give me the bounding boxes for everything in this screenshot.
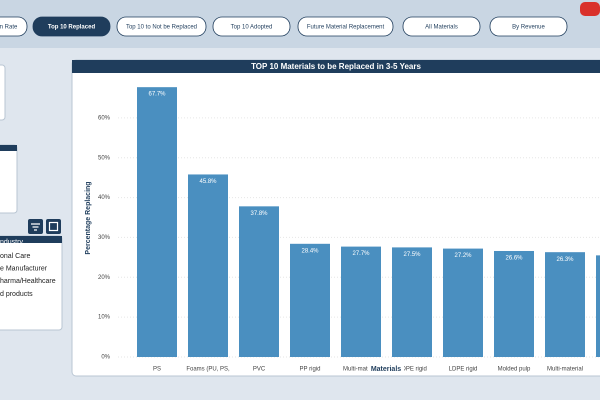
tab-label[interactable]: Top 10 to Not be Replaced — [126, 25, 197, 31]
tab[interactable] — [212, 16, 291, 37]
x-tick-label: Foams (PU, PS, — [186, 367, 230, 373]
bar — [596, 255, 600, 357]
tab-label[interactable]: Top 10 Adopted — [231, 25, 273, 31]
value-label: 28.4% — [301, 248, 319, 254]
x-tick-label: Molded pulp — [498, 367, 531, 373]
bar — [545, 252, 585, 357]
x-tick-label: PP rigid — [300, 367, 321, 373]
tab-label[interactable]: Future Material Replacement — [307, 25, 385, 31]
value-label: 27.2% — [454, 253, 472, 259]
focus-icon[interactable] — [46, 219, 61, 234]
filter-item[interactable]: harma/Healthcare — [0, 278, 56, 285]
y-tick-label: 10% — [98, 315, 111, 321]
bar — [290, 243, 330, 357]
corner-badge — [580, 2, 600, 16]
bar — [341, 246, 381, 357]
x-tick-label: Multi-material — [547, 367, 583, 373]
focus-glyph — [48, 221, 59, 232]
tab[interactable] — [32, 16, 111, 37]
filter-glyph — [31, 223, 40, 231]
tab[interactable] — [297, 16, 394, 37]
y-tick-label: 40% — [98, 195, 111, 201]
tab-label[interactable]: By Revenue — [512, 25, 545, 31]
side-card — [0, 64, 6, 121]
x-tick-label: PVC — [253, 367, 266, 373]
filter-header: ndustry — [0, 239, 23, 246]
y-tick-label: 20% — [98, 275, 111, 281]
filter-item[interactable]: onal Care — [0, 253, 30, 260]
filter-items: onal Care e Manufacturer harma/Healthcare d… — [0, 253, 56, 298]
bar — [443, 248, 483, 357]
side-card — [0, 144, 18, 214]
chart-header — [72, 60, 600, 73]
value-label: 26.3% — [556, 257, 574, 263]
tab[interactable] — [489, 16, 568, 37]
value-label: 67.7% — [148, 92, 166, 98]
filter-item[interactable]: e Manufacturer — [0, 266, 48, 273]
x-label-bg — [368, 364, 404, 374]
bar — [239, 206, 279, 357]
x-tick-label: HDPE rigid — [397, 367, 427, 373]
tab[interactable] — [0, 16, 28, 37]
y-tick-label: 0% — [101, 355, 110, 361]
value-label: 45.8% — [199, 179, 217, 185]
plot: 0% 10% 20% 30% 40% 50% 60% 67.7% PS 45.8% Foams (P… — [98, 87, 600, 373]
x-tick-label: LDPE rigid — [449, 367, 478, 373]
bar — [392, 247, 432, 357]
side-card-header — [0, 145, 17, 151]
tab-label[interactable]: All Materials — [425, 25, 458, 31]
filter-item[interactable]: d products — [0, 291, 33, 298]
tab-label[interactable]: n Rate — [0, 25, 18, 31]
y-tick-label: 50% — [98, 155, 111, 161]
filter-list-header — [0, 236, 62, 243]
tab[interactable] — [116, 16, 207, 37]
x-tick-label: PS — [153, 367, 161, 373]
tab-label[interactable]: Top 10 Replaced — [48, 25, 96, 31]
x-axis-label: Materials — [371, 366, 401, 373]
tab[interactable] — [402, 16, 481, 37]
chart-title: TOP 10 Materials to be Replaced in 3-5 Y… — [251, 62, 421, 71]
value-label: 26.6% — [505, 256, 523, 262]
bar — [188, 174, 228, 357]
value-label: 37.8% — [250, 211, 268, 217]
bar — [137, 87, 177, 357]
y-tick-label: 60% — [98, 115, 111, 121]
tabs: n Rate Top 10 Replaced Top 10 to Not be Re… — [0, 16, 568, 37]
y-axis-label: Percentage Replacing — [85, 181, 92, 254]
y-tick-label: 30% — [98, 235, 111, 241]
value-label: 27.5% — [403, 252, 421, 258]
x-tick-label: Multi-material — [343, 367, 379, 373]
value-label: 27.7% — [352, 251, 370, 257]
bar — [494, 250, 534, 357]
